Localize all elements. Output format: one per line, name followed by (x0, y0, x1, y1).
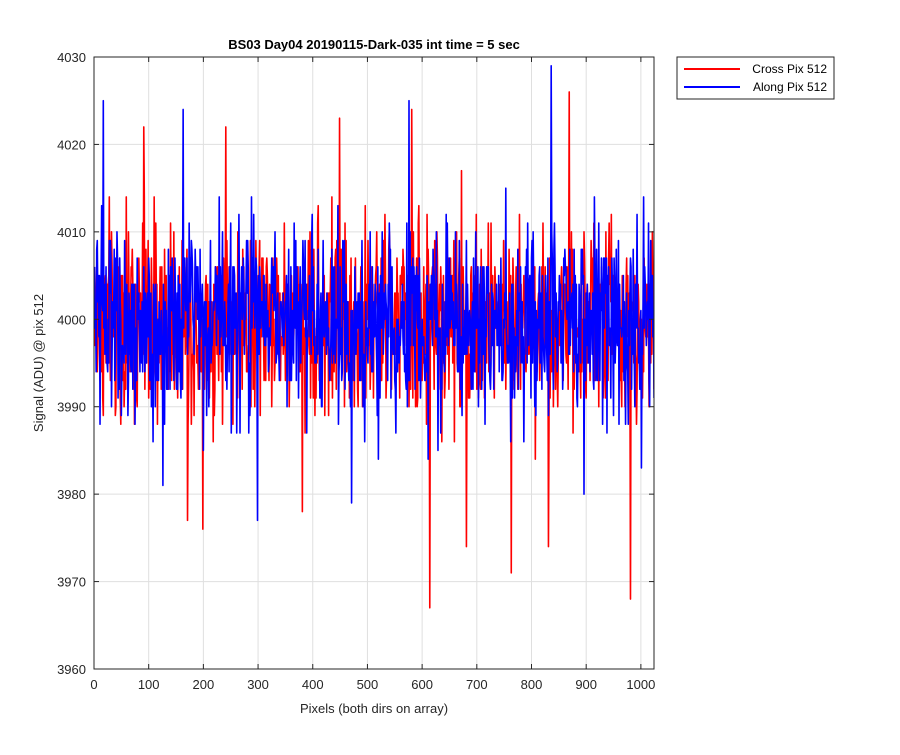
legend-box (676, 56, 835, 100)
y-tick-label: 4010 (57, 225, 86, 240)
x-tick-label: 0 (90, 677, 97, 692)
x-tick-label: 600 (411, 677, 433, 692)
y-tick-label: 4020 (57, 137, 86, 152)
y-tick-label: 4000 (57, 312, 86, 327)
series-line-1 (94, 64, 654, 522)
legend: Cross Pix 512 Along Pix 512 (676, 56, 835, 100)
axis-ticks (93, 56, 654, 670)
legend-entry-along: Along Pix 512 (684, 80, 827, 94)
plot-frame (93, 56, 655, 670)
y-axis-label: Signal (ADU) @ pix 512 (31, 294, 46, 432)
y-tick-label: 3960 (57, 662, 86, 677)
x-tick-label: 200 (193, 677, 215, 692)
tick-labels: 0 100 200 300 400 500 600 700 800 900 1000 3960 3970… (57, 50, 655, 692)
legend-label-cross: Cross Pix 512 (752, 62, 827, 76)
y-tick-label: 3980 (57, 487, 86, 502)
x-tick-label: 500 (357, 677, 379, 692)
chart-title: BS03 Day04 20190115-Dark-035 int time = … (228, 37, 520, 52)
y-tick-label: 4030 (57, 50, 86, 65)
x-tick-label: 300 (247, 677, 269, 692)
y-tick-label: 3970 (57, 575, 86, 590)
x-tick-label: 800 (521, 677, 543, 692)
y-tick-label: 3990 (57, 400, 86, 415)
series-layer (94, 64, 654, 609)
x-tick-label: 900 (575, 677, 597, 692)
x-tick-label: 400 (302, 677, 324, 692)
x-tick-label: 700 (466, 677, 488, 692)
legend-entry-cross: Cross Pix 512 (684, 62, 827, 76)
x-axis-label: Pixels (both dirs on array) (300, 701, 448, 716)
x-tick-label: 1000 (626, 677, 655, 692)
legend-label-along: Along Pix 512 (753, 80, 827, 94)
x-tick-label: 100 (138, 677, 160, 692)
